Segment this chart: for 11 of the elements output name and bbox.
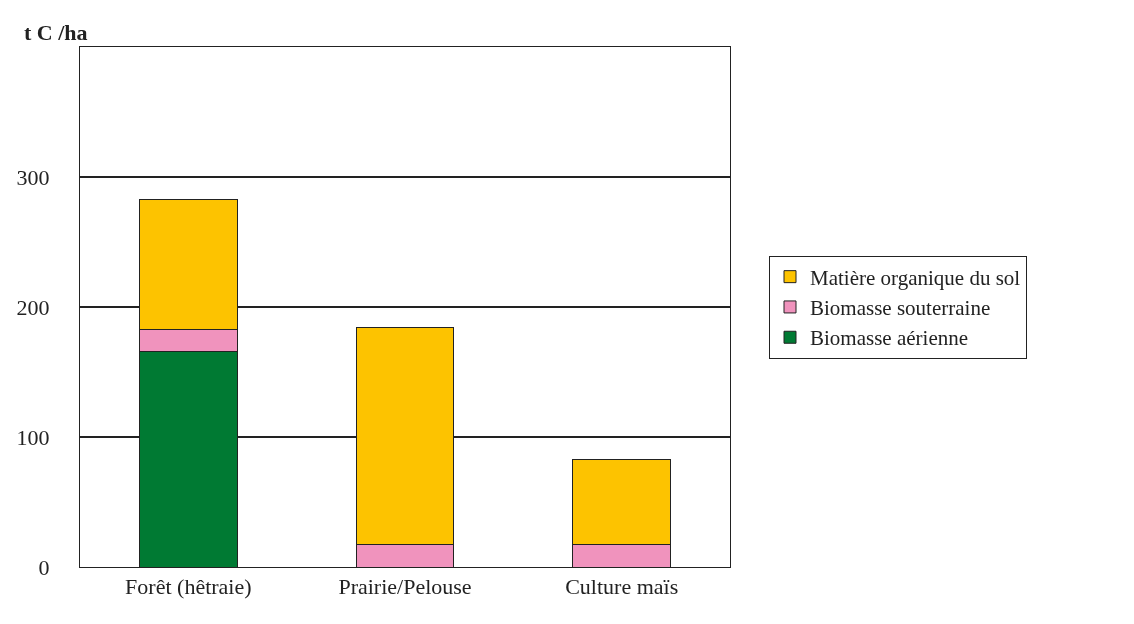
x-tick-label: Culture maïs — [565, 574, 679, 600]
y-tick-label: 300 — [16, 164, 50, 190]
legend-label: Biomasse aérienne — [810, 326, 969, 351]
y-tick-label: 0 — [38, 554, 50, 580]
y-tick-label: 200 — [16, 294, 50, 320]
legend-label: Biomasse souterraine — [810, 296, 991, 321]
x-tick-label: Forêt (hêtraie) — [125, 574, 252, 600]
x-tick-label: Prairie/Pelouse — [338, 574, 472, 600]
y-tick-label: 100 — [16, 424, 50, 450]
legend-label: Matière organique du sol — [810, 265, 1021, 290]
y-axis-title: t C /ha — [24, 20, 88, 45]
